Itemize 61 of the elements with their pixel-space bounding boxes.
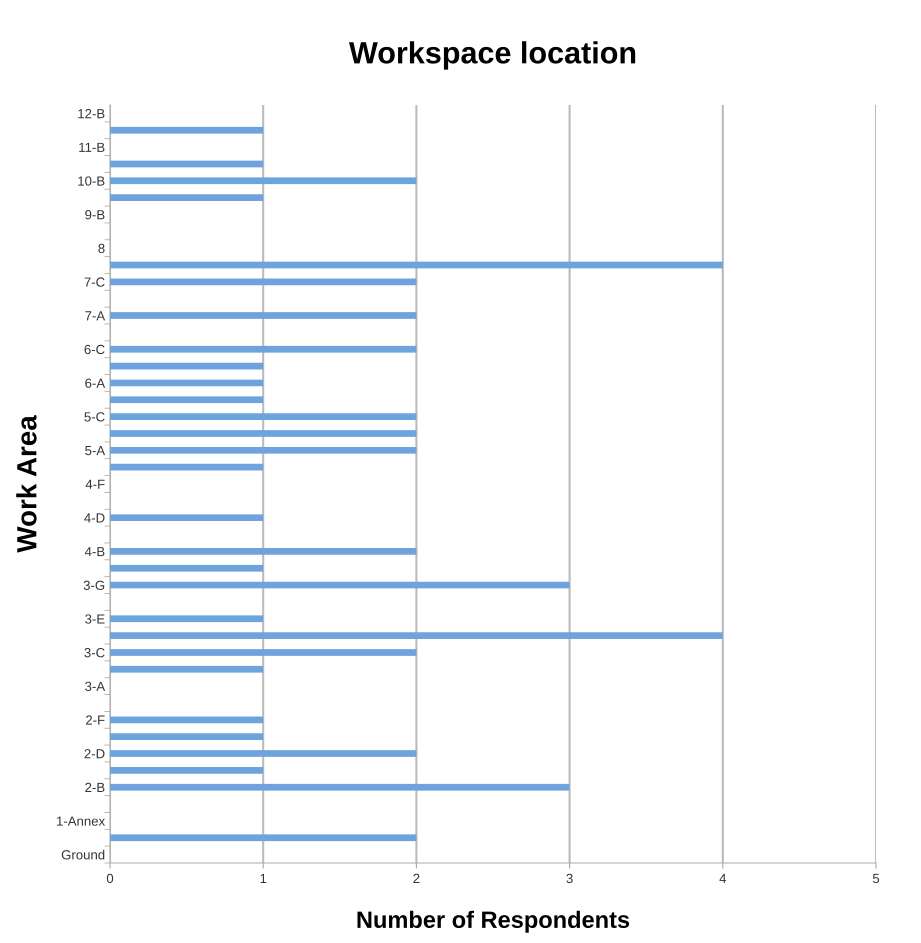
y-tick-label: 10-B: [78, 176, 104, 186]
x-axis-title: Number of Respondents: [358, 910, 630, 933]
x-tick-label: 4: [719, 874, 726, 883]
chart-title: Workspace location: [348, 41, 636, 70]
bar: [110, 766, 264, 774]
y-tick-label: 7-C: [84, 277, 105, 287]
bar: [110, 615, 264, 622]
y-tick-label: 5-A: [85, 446, 106, 456]
bar: [110, 396, 264, 404]
bar: [110, 262, 723, 268]
x-tick-label: 5: [872, 874, 880, 884]
bar: [110, 716, 264, 724]
bar: [110, 446, 416, 454]
bar: [110, 126, 264, 134]
y-tick-label: 3-C: [84, 648, 105, 658]
bar: [110, 649, 416, 656]
bar: [110, 632, 723, 639]
bar: [110, 464, 264, 471]
y-tick-label: 3-G: [84, 580, 104, 590]
x-tick-label: 1: [260, 874, 266, 883]
x-tick-label: 3: [566, 874, 573, 884]
bar: [110, 582, 570, 588]
y-tick-label: 1-Annex: [57, 816, 105, 826]
y-tick-label: 8: [98, 244, 105, 254]
bar: [110, 548, 416, 555]
bar: [110, 564, 264, 572]
y-tick-label: Ground: [62, 850, 104, 860]
y-axis-title: Work Area: [16, 415, 37, 553]
x-tick-label: 0: [106, 874, 114, 884]
bar: [110, 362, 264, 370]
bar: [110, 750, 416, 757]
y-tick-label: 2-D: [84, 749, 105, 758]
y-tick-label: 5-C: [84, 412, 105, 422]
y-tick-label: 4-F: [86, 480, 105, 489]
bar: [110, 194, 264, 202]
bar: [110, 666, 264, 673]
bar: [110, 312, 416, 319]
bar: [110, 346, 416, 353]
bar: [110, 733, 264, 740]
x-tick-label: 2: [413, 874, 420, 883]
y-tick-label: 11-B: [79, 142, 104, 152]
y-tick-label: 2-B: [85, 782, 104, 792]
bar: [110, 784, 570, 791]
y-tick-label: 6-C: [84, 344, 105, 354]
bar: [110, 430, 416, 437]
bar: [110, 160, 264, 168]
bar: [110, 834, 416, 842]
bar: [110, 177, 416, 184]
y-tick-label: 6-A: [85, 378, 106, 388]
bar: [110, 380, 264, 386]
bar: [110, 514, 264, 522]
y-tick-label: 7-A: [85, 311, 106, 320]
y-tick-label: 2-F: [86, 715, 105, 725]
bar: [110, 413, 416, 420]
y-tick-label: 3-A: [85, 682, 106, 692]
y-tick-label: 9-B: [85, 210, 104, 220]
y-tick-label: 12-B: [78, 108, 104, 118]
y-tick-label: 3-E: [85, 614, 105, 624]
y-tick-label: 4-D: [84, 513, 105, 522]
bar: [110, 278, 416, 286]
y-tick-label: 4-B: [84, 547, 104, 556]
